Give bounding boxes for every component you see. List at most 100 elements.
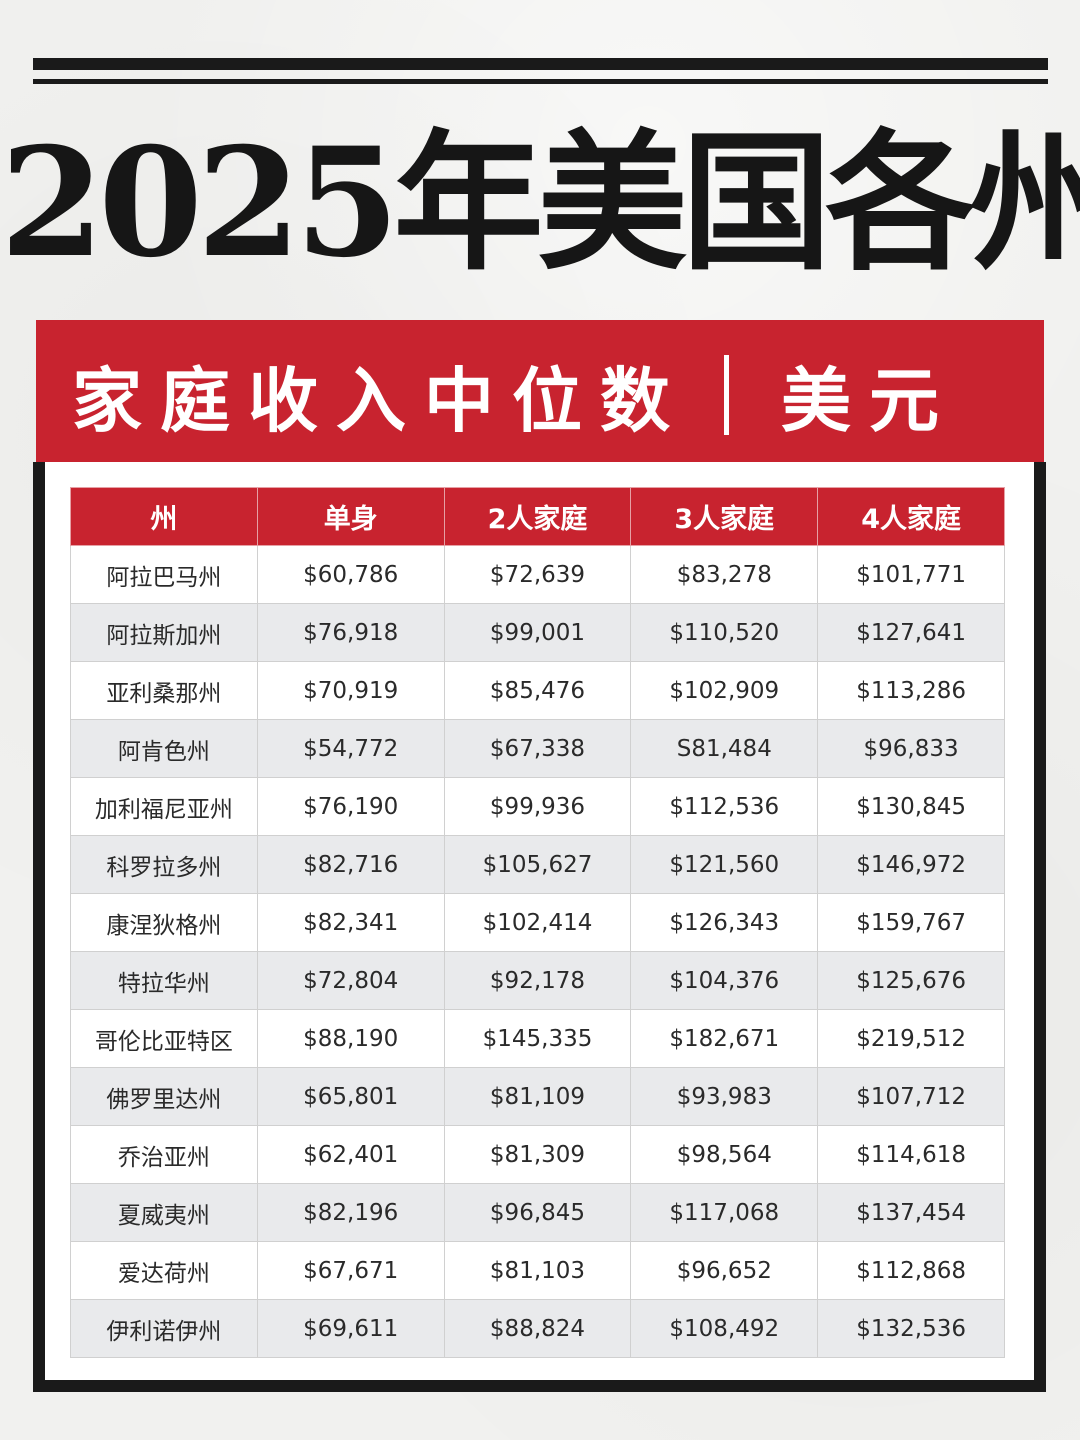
cell-family-3: $96,652: [630, 1241, 819, 1300]
top-rule-thick: [33, 58, 1048, 70]
cell-family-3: $112,536: [630, 777, 819, 836]
cell-state: 哥伦比亚特区: [70, 1009, 258, 1068]
cell-single: $88,190: [256, 1009, 445, 1068]
cell-single: $54,772: [256, 719, 445, 778]
cell-single: $70,919: [256, 661, 445, 720]
cell-family-2: $99,936: [443, 777, 632, 836]
income-table: 州 单身 2人家庭 3人家庭 4人家庭 阿拉巴马州 $60,786 $72,639 $…: [70, 487, 1005, 1358]
cell-family-2: $145,335: [443, 1009, 632, 1068]
frame-bottom-border: [33, 1380, 1046, 1392]
table-row: 科罗拉多州 $82,716 $105,627 $121,560 $146,972: [70, 835, 1005, 894]
cell-single: $76,918: [256, 603, 445, 662]
cell-family-4: $125,676: [817, 951, 1005, 1010]
column-header-single: 单身: [256, 487, 445, 546]
cell-state: 阿拉斯加州: [70, 603, 258, 662]
cell-family-3: $83,278: [630, 545, 819, 604]
cell-state: 乔治亚州: [70, 1125, 258, 1184]
cell-state: 阿拉巴马州: [70, 545, 258, 604]
cell-family-3: $110,520: [630, 603, 819, 662]
table-row: 哥伦比亚特区 $88,190 $145,335 $182,671 $219,512: [70, 1009, 1005, 1068]
cell-family-2: $72,639: [443, 545, 632, 604]
cell-state: 佛罗里达州: [70, 1067, 258, 1126]
cell-state: 亚利桑那州: [70, 661, 258, 720]
column-header-state: 州: [70, 487, 258, 546]
subtitle-banner: [36, 320, 1044, 462]
cell-single: $69,611: [256, 1299, 445, 1358]
cell-state: 加利福尼亚州: [70, 777, 258, 836]
cell-state: 阿肯色州: [70, 719, 258, 778]
table-row: 阿拉斯加州 $76,918 $99,001 $110,520 $127,641: [70, 603, 1005, 662]
cell-family-4: $159,767: [817, 893, 1005, 952]
subtitle-unit: 美元: [781, 359, 957, 442]
cell-single: $76,190: [256, 777, 445, 836]
column-header-family-4: 4人家庭: [817, 487, 1005, 546]
cell-family-3: $126,343: [630, 893, 819, 952]
cell-family-2: $92,178: [443, 951, 632, 1010]
cell-state: 伊利诺伊州: [70, 1299, 258, 1358]
table-row: 乔治亚州 $62,401 $81,309 $98,564 $114,618: [70, 1125, 1005, 1184]
table-row: 康涅狄格州 $82,341 $102,414 $126,343 $159,767: [70, 893, 1005, 952]
cell-state: 特拉华州: [70, 951, 258, 1010]
table-header-row: 州 单身 2人家庭 3人家庭 4人家庭: [70, 487, 1005, 546]
cell-family-3: $182,671: [630, 1009, 819, 1068]
cell-family-4: $219,512: [817, 1009, 1005, 1068]
table-row: 加利福尼亚州 $76,190 $99,936 $112,536 $130,845: [70, 777, 1005, 836]
cell-single: $67,671: [256, 1241, 445, 1300]
cell-family-4: $132,536: [817, 1299, 1005, 1358]
table-row: 爱达荷州 $67,671 $81,103 $96,652 $112,868: [70, 1241, 1005, 1300]
frame-right-border: [1034, 462, 1046, 1392]
cell-family-4: $114,618: [817, 1125, 1005, 1184]
cell-single: $62,401: [256, 1125, 445, 1184]
cell-family-2: $99,001: [443, 603, 632, 662]
cell-family-3: $102,909: [630, 661, 819, 720]
cell-state: 科罗拉多州: [70, 835, 258, 894]
cell-family-2: $81,109: [443, 1067, 632, 1126]
table-row: 亚利桑那州 $70,919 $85,476 $102,909 $113,286: [70, 661, 1005, 720]
cell-family-3: $117,068: [630, 1183, 819, 1242]
page-title: 2025年美国各州: [0, 115, 1080, 291]
cell-family-4: $112,868: [817, 1241, 1005, 1300]
cell-family-2: $88,824: [443, 1299, 632, 1358]
cell-family-4: $146,972: [817, 835, 1005, 894]
cell-state: 夏威夷州: [70, 1183, 258, 1242]
table-row: 伊利诺伊州 $69,611 $88,824 $108,492 $132,536: [70, 1299, 1005, 1358]
cell-single: $72,804: [256, 951, 445, 1010]
cell-family-4: $101,771: [817, 545, 1005, 604]
cell-state: 爱达荷州: [70, 1241, 258, 1300]
cell-family-2: $81,309: [443, 1125, 632, 1184]
cell-family-3: $93,983: [630, 1067, 819, 1126]
table-row: 特拉华州 $72,804 $92,178 $104,376 $125,676: [70, 951, 1005, 1010]
cell-single: $82,341: [256, 893, 445, 952]
frame-left-border: [33, 462, 45, 1392]
cell-family-2: $102,414: [443, 893, 632, 952]
cell-family-2: $81,103: [443, 1241, 632, 1300]
cell-family-2: $96,845: [443, 1183, 632, 1242]
table-row: 夏威夷州 $82,196 $96,845 $117,068 $137,454: [70, 1183, 1005, 1242]
cell-single: $60,786: [256, 545, 445, 604]
subtitle-text: 家庭收入中位数 美元: [72, 350, 957, 442]
top-rule-thin: [33, 79, 1048, 84]
cell-family-3: $108,492: [630, 1299, 819, 1358]
cell-family-3: $121,560: [630, 835, 819, 894]
cell-state: 康涅狄格州: [70, 893, 258, 952]
cell-family-3: $104,376: [630, 951, 819, 1010]
table-row: 佛罗里达州 $65,801 $81,109 $93,983 $107,712: [70, 1067, 1005, 1126]
cell-family-4: $113,286: [817, 661, 1005, 720]
column-header-family-2: 2人家庭: [443, 487, 632, 546]
column-header-family-3: 3人家庭: [630, 487, 819, 546]
table-row: 阿拉巴马州 $60,786 $72,639 $83,278 $101,771: [70, 545, 1005, 604]
cell-family-4: $107,712: [817, 1067, 1005, 1126]
cell-family-2: $85,476: [443, 661, 632, 720]
cell-family-2: $105,627: [443, 835, 632, 894]
table-row: 阿肯色州 $54,772 $67,338 S81,484 $96,833: [70, 719, 1005, 778]
cell-family-2: $67,338: [443, 719, 632, 778]
subtitle-divider: [724, 355, 729, 435]
cell-single: $82,716: [256, 835, 445, 894]
cell-family-4: $96,833: [817, 719, 1005, 778]
cell-single: $82,196: [256, 1183, 445, 1242]
cell-family-4: $137,454: [817, 1183, 1005, 1242]
cell-single: $65,801: [256, 1067, 445, 1126]
cell-family-4: $127,641: [817, 603, 1005, 662]
table-body: 阿拉巴马州 $60,786 $72,639 $83,278 $101,771 阿拉斯加州 $…: [70, 545, 1005, 1358]
subtitle-main: 家庭收入中位数: [72, 359, 688, 442]
